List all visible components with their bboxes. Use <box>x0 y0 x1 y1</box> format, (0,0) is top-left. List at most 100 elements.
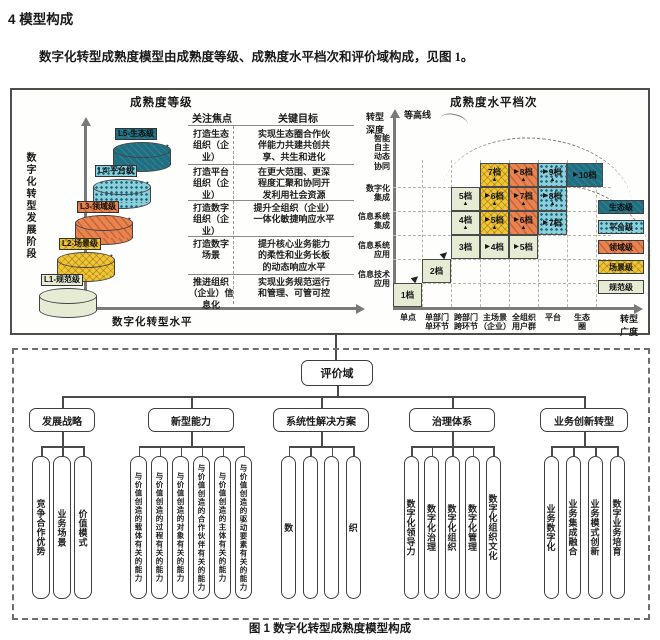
grade-cell: ▶ 7档 <box>538 211 567 235</box>
grade-cell-label: ▶ 5档 <box>514 241 533 252</box>
capsule-stub <box>431 446 433 456</box>
capsule-stub <box>201 446 203 456</box>
grade-cell: 5档 ▲ <box>451 187 480 211</box>
capsule-item: 数 <box>281 456 297 599</box>
y-tick-label: 信息系统 集成 <box>358 212 390 231</box>
grade-cell: ▶ 8档 ▲ <box>509 163 538 187</box>
grade-text: 1档 <box>400 289 415 300</box>
goal-cell: 实现业务规范运行 和管理、可管可控 <box>257 277 330 299</box>
x-tick-label: 跨部门 跨环节 <box>454 313 478 332</box>
grade-cell-label: ▶ 8档 <box>543 191 562 201</box>
grade-cell: ▶ 8档 ▲ <box>538 187 567 211</box>
tree-root-node: 评价域 <box>301 360 373 386</box>
right-arrow-icon: ▶ <box>543 168 548 175</box>
grade-cell: 3档 <box>451 235 480 259</box>
contour-label-curve <box>438 110 470 133</box>
right-arrow-icon: ▶ <box>573 171 578 178</box>
focus-cell: 打造数字 组织（企业） <box>192 203 229 236</box>
grade-text: 5档 <box>490 214 504 225</box>
table-header-goal: 关键目标 <box>278 114 318 125</box>
level-label: L1-规范级 <box>41 274 83 286</box>
legend-item-平台级: 平台级 <box>598 220 644 234</box>
branch-node-发展战略: 发展战略 <box>29 408 95 432</box>
capsule-stub <box>41 446 43 456</box>
capsule-item: 业务集成融合 <box>565 456 581 599</box>
left-x-axis <box>84 307 356 310</box>
x-tick-label: 全组织 用户群 <box>512 313 536 332</box>
capsule-stub <box>288 446 291 456</box>
table-rule <box>188 200 354 201</box>
up-arrow-icon: ▲ <box>491 200 498 207</box>
up-arrow-icon: ▲ <box>491 224 498 231</box>
capsule-stub <box>353 446 355 456</box>
grade-text: 9档 <box>548 166 562 177</box>
capsule-item: 与价值创造的对象有关的能力 <box>172 456 189 599</box>
capsule-text: 数字化治理 <box>426 503 436 552</box>
figure-to-tree-connector <box>335 333 337 360</box>
level-label: L5-生态级 <box>115 128 157 140</box>
capsule-stub <box>595 446 597 456</box>
left-y-axis-label: 数字化转型发展阶段 <box>24 152 35 260</box>
grade-cell: ▶ 7档 ▲ <box>509 187 538 211</box>
grade-cell-label: ▶ 8档 <box>514 166 533 177</box>
capsule-item: 数字业务培育 <box>609 456 625 599</box>
branch-down-stub <box>62 432 64 446</box>
grade-cell: ▶ 4档 <box>480 235 509 259</box>
capsule-text: 与价值创造的对象有关的能力 <box>176 472 185 583</box>
legend-item-生态级: 生态级 <box>598 200 644 214</box>
branch-node-治理体系: 治理体系 <box>409 408 495 432</box>
x-tick-label: 单点 <box>400 313 416 322</box>
capsule-item: 数字化组织 <box>444 456 460 599</box>
focus-cell: 打造生态 组织（企业） <box>192 129 229 162</box>
grade-text: 4档 <box>458 214 473 225</box>
right-x-axis-arrowhead <box>634 304 643 314</box>
grade-cell-label: ▶ 5档 <box>485 214 504 225</box>
capsule-text: 数字化管理 <box>467 503 477 552</box>
grade-cell-label: 5档 <box>458 190 473 201</box>
capsule-stub <box>472 446 474 456</box>
capsule-item: 数字化治理 <box>424 456 439 599</box>
disk-top <box>113 142 171 158</box>
capsule-stub <box>331 446 334 456</box>
left-x-axis-arrowhead <box>356 304 365 314</box>
grade-cell: 1档 <box>393 283 422 307</box>
capsule-text: 价值模式 <box>77 508 88 547</box>
left-y-axis-arrowhead <box>81 117 91 126</box>
grade-cell: ▶ 10档 <box>567 163 603 187</box>
level-disk-L2-场景级 <box>57 252 115 284</box>
table-header-focus: 关注焦点 <box>192 114 232 125</box>
gridline-col <box>422 160 423 307</box>
y-tick-label: 信息系统 应用 <box>358 241 390 260</box>
capsule-item: 竞争合作优势 <box>32 456 50 599</box>
branch-stub <box>452 396 454 408</box>
grade-cell-label: ▶ 7档 <box>543 218 562 228</box>
grade-text: 8档 <box>519 166 533 177</box>
tree-bus <box>62 396 584 398</box>
branch-down-stub <box>191 432 193 446</box>
right-y-axis <box>393 118 396 310</box>
grade-text: 5档 <box>519 241 533 252</box>
intro-paragraph: 数字化转型成熟度模型由成熟度等级、成熟度水平档次和评价域构成，见图 1。 <box>39 50 474 64</box>
capsule-stub <box>83 446 85 456</box>
capsule-item: 数字化组织文化 <box>485 456 501 599</box>
grade-cell: 4档 ▲ <box>451 211 480 235</box>
capsule-bus <box>138 446 244 448</box>
branch-stub <box>584 396 586 408</box>
capsule-text: 与价值创造的合作伙伴有关的能力 <box>197 463 206 592</box>
capsule-text: 数字业务培育 <box>611 499 622 556</box>
grade-cell: ▶ 9档 ▲ <box>538 163 567 187</box>
right-x-axis-title: 转型 广度 <box>619 314 638 337</box>
capsule-text: 与价值创造的主体有关的能力 <box>218 472 227 583</box>
capsule-text: 数字化组织 <box>446 503 457 552</box>
up-arrow-icon: ▲ <box>520 176 527 183</box>
grade-text: 4档 <box>490 241 504 252</box>
evaluation-domain-tree: 评价域 发展战略 竞争合作优势 业务场景 价值模式 新型能力 与价值创造的载体有关的能力 与… <box>12 348 650 620</box>
grade-text: 10档 <box>578 169 597 180</box>
x-tick-label: 主场景 （企业） <box>479 313 511 332</box>
x-tick-label: 平台 <box>545 313 561 322</box>
grade-cell: 2档 <box>422 259 451 283</box>
capsule-text: 与价值创造的载体有关的能力 <box>134 472 143 583</box>
grade-text: 5档 <box>458 190 473 201</box>
branch-node-新型能力: 新型能力 <box>148 408 234 432</box>
